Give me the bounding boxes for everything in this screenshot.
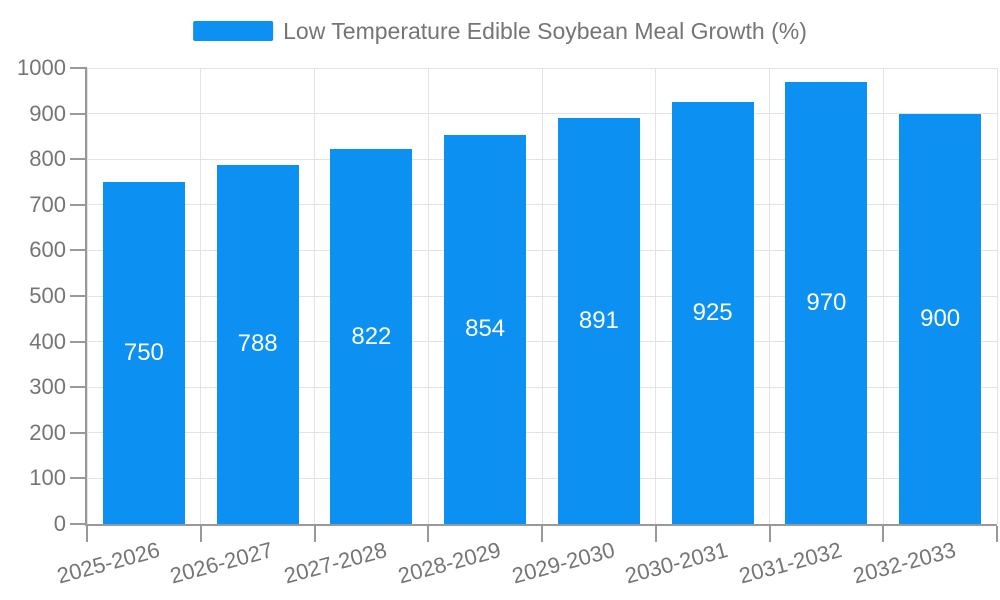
y-tick-label: 500 (29, 283, 66, 308)
gridline-vertical (314, 68, 315, 524)
y-axis-tick (70, 431, 87, 434)
x-axis-tick (541, 526, 543, 542)
bar-2030-2031[interactable] (671, 102, 754, 524)
bar-2032-2033[interactable] (899, 113, 982, 524)
gridline-vertical (541, 68, 543, 524)
y-axis-tick (70, 112, 87, 115)
y-tick-label: 900 (29, 100, 66, 126)
x-axis-tick (654, 526, 657, 542)
y-axis-tick (70, 158, 87, 161)
legend-label: Low Temperature Edible Soybean Meal Grow… (283, 18, 807, 44)
x-axis-tick (199, 526, 202, 542)
x-axis-tick (313, 526, 316, 542)
gridline-vertical (86, 68, 88, 524)
bar-2028-2029[interactable] (444, 134, 527, 524)
y-axis-tick (70, 249, 87, 252)
x-tick-label: 2029-2030 (508, 537, 618, 589)
y-tick-label: 300 (29, 374, 66, 400)
x-tick-label: 2030-2031 (622, 537, 731, 589)
y-tick-label: 100 (29, 465, 66, 491)
gridline-vertical (996, 68, 998, 524)
x-tick-label: 2028-2029 (395, 537, 504, 589)
y-tick-label: 200 (29, 419, 66, 445)
y-axis-tick (70, 340, 87, 343)
x-tick-label: 2025-2026 (53, 537, 163, 589)
x-tick-label: 2027-2028 (281, 537, 390, 589)
y-tick-label: 700 (29, 191, 66, 217)
bar-value-label: 891 (578, 306, 619, 334)
x-axis-tick (768, 526, 771, 542)
x-axis-tick (882, 526, 885, 542)
y-tick-label: 1000 (17, 55, 66, 80)
gridline-vertical (427, 68, 429, 524)
y-axis-tick (70, 386, 87, 389)
bar-value-label: 970 (806, 288, 847, 316)
y-axis-tick (70, 203, 87, 206)
bar-value-label: 750 (123, 339, 164, 366)
x-axis-line (85, 524, 997, 526)
bar-value-label: 822 (351, 322, 392, 350)
x-tick-label: 2031-2032 (736, 537, 845, 589)
bar-2031-2032[interactable] (785, 81, 868, 524)
bar-2026-2027[interactable] (216, 164, 299, 524)
x-tick-label: 2032-2033 (850, 537, 959, 589)
gridline-vertical (769, 68, 770, 524)
y-axis-tick (70, 477, 87, 480)
bar-value-label: 854 (465, 315, 506, 343)
x-axis-tick (996, 526, 998, 542)
x-tick-label: 2026-2027 (167, 537, 276, 589)
bar-value-label: 900 (920, 304, 961, 332)
y-tick-label: 800 (29, 146, 66, 172)
bar-value-label: 925 (692, 299, 733, 327)
x-axis-tick (86, 526, 88, 542)
legend-swatch (193, 21, 274, 41)
bar-2027-2028[interactable] (330, 149, 413, 524)
y-axis-tick (70, 67, 87, 69)
gridline-vertical (200, 68, 202, 524)
y-tick-label: 400 (29, 328, 66, 354)
gridline-vertical (655, 68, 657, 524)
y-tick-label: 600 (29, 237, 66, 263)
bar-2029-2030[interactable] (557, 117, 640, 524)
legend-item[interactable]: Low Temperature Edible Soybean Meal Grow… (193, 18, 807, 44)
x-axis-tick (427, 526, 430, 542)
gridline-vertical (882, 68, 884, 524)
bar-value-label: 788 (237, 330, 278, 358)
bar-2025-2026[interactable] (102, 182, 185, 524)
y-tick-label: 0 (53, 511, 66, 536)
y-axis-tick (70, 523, 87, 525)
y-axis-tick (70, 295, 87, 297)
